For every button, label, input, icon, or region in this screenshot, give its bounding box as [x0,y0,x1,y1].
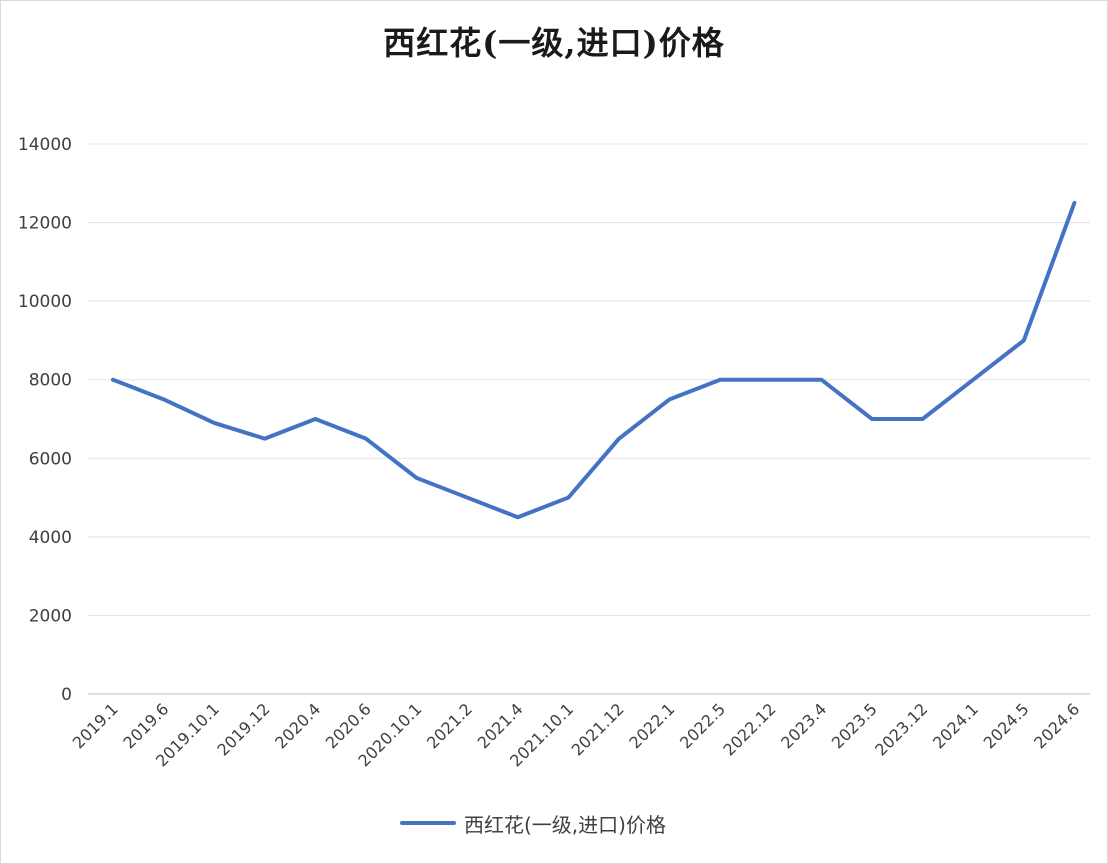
x-axis-ticks: 2019.12019.62019.10.12019.122020.42020.6… [69,699,1083,770]
x-tick-label: 2024.6 [1030,699,1083,752]
x-tick-label: 2022.1 [625,699,678,752]
x-tick-label: 2022.12 [719,699,779,759]
x-tick-label: 2021.12 [568,699,628,759]
x-tick-label: 2019.1 [69,699,122,752]
legend-swatch [400,821,456,825]
y-axis-ticks: 0 2000 4000 6000 8000 10000 12000 14000 [18,135,72,705]
x-tick-label: 2020.4 [271,699,324,752]
series-lines [111,200,1077,520]
y-tick-label: 4000 [29,528,72,548]
y-tick-label: 12000 [18,214,72,234]
chart-title: 西红花(一级,进口)价格 [383,24,725,62]
y-tick-label: 6000 [29,449,72,469]
y-tick-label: 8000 [29,371,72,391]
x-tick-label: 2023.12 [871,699,931,759]
series-line [111,200,1077,520]
legend-label: 西红花(一级,进口)价格 [464,812,666,837]
gridlines [88,143,1090,695]
x-tick-label: 2021.2 [423,699,476,752]
y-tick-label: 2000 [29,606,72,626]
y-tick-label: 10000 [18,292,72,312]
y-tick-label: 0 [61,685,72,705]
x-tick-label: 2024.5 [980,699,1033,752]
x-tick-label: 2023.4 [777,699,830,752]
x-tick-label: 2019.12 [213,699,273,759]
legend: 西红花(一级,进口)价格 [400,808,666,838]
y-tick-label: 14000 [18,135,72,155]
x-tick-label: 2024.1 [929,699,982,752]
